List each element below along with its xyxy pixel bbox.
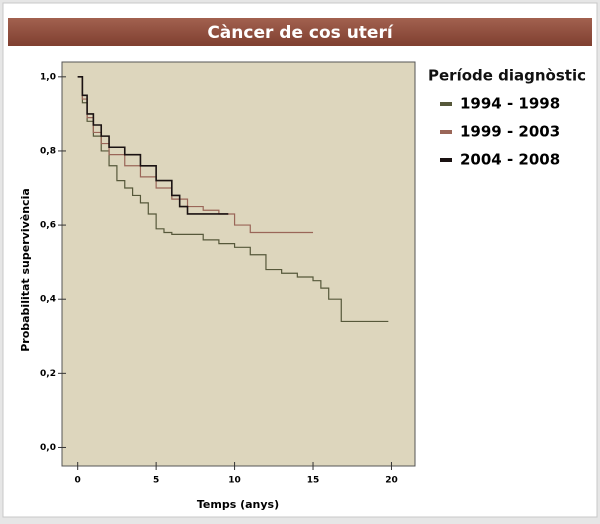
x-axis-label: Temps (anys) bbox=[197, 498, 279, 511]
y-tick-label: 0,6 bbox=[40, 221, 56, 231]
y-tick-label: 0,4 bbox=[40, 295, 56, 305]
x-tick-label: 20 bbox=[385, 476, 398, 486]
y-tick-label: 0,0 bbox=[40, 443, 56, 453]
x-tick-label: 15 bbox=[307, 476, 320, 486]
legend-label: 1999 - 2003 bbox=[460, 123, 560, 141]
y-tick-label: 0,2 bbox=[40, 369, 56, 379]
title-bar bbox=[8, 18, 592, 46]
y-tick-label: 0,8 bbox=[40, 146, 56, 156]
y-axis-label: Probabilitat supervivència bbox=[19, 188, 32, 352]
x-tick-label: 0 bbox=[75, 476, 81, 486]
legend-label: 1994 - 1998 bbox=[460, 95, 560, 113]
x-tick-label: 5 bbox=[153, 476, 159, 486]
chart-title: Càncer de cos uterí bbox=[207, 23, 394, 43]
plot-area bbox=[61, 61, 416, 467]
survival-line bbox=[77, 76, 389, 323]
legend-label: 2004 - 2008 bbox=[460, 151, 560, 169]
y-tick-label: 1,0 bbox=[40, 72, 56, 82]
survival-line bbox=[77, 76, 229, 215]
legend-title: Període diagnòstic bbox=[428, 67, 586, 85]
x-tick-label: 10 bbox=[228, 476, 241, 486]
